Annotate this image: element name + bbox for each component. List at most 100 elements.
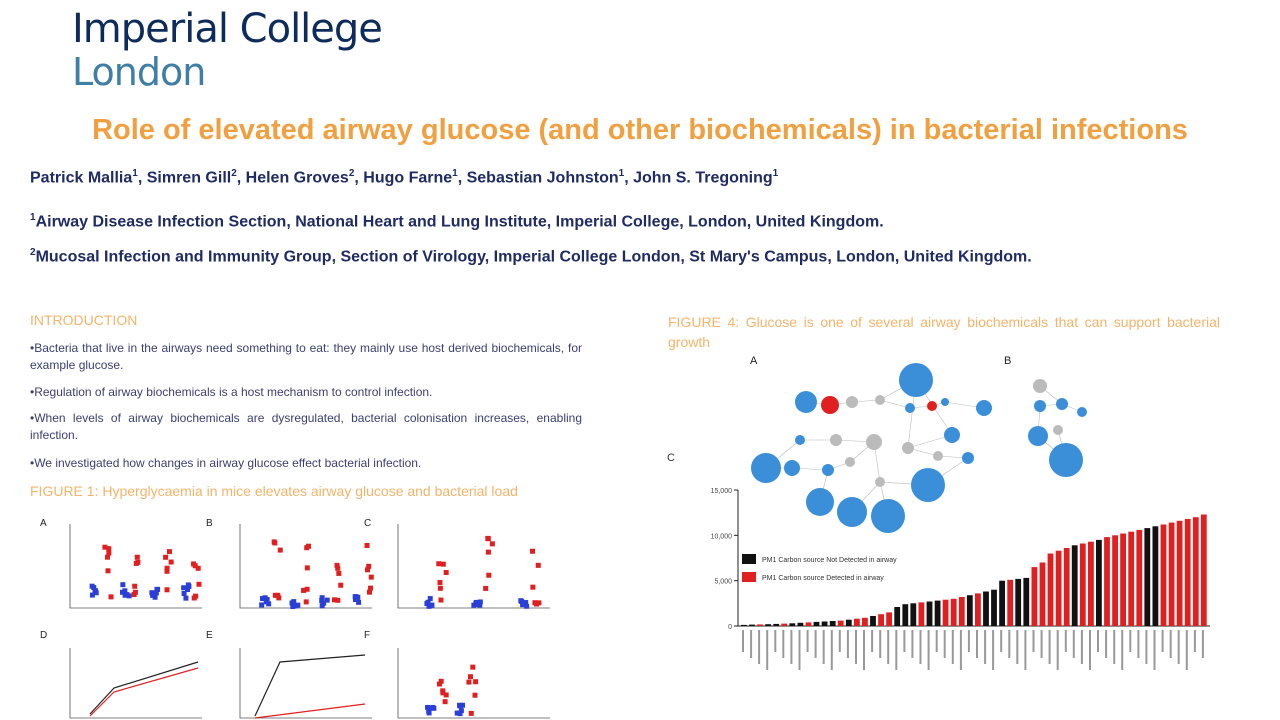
intro-bullet-1: •Bacteria that live in the airways need …: [30, 341, 582, 372]
author-name: Hugo Farne: [363, 169, 453, 187]
bar: [910, 603, 917, 626]
data-point: [457, 711, 463, 717]
data-point: [319, 595, 325, 601]
figure4-network: A B: [750, 355, 1087, 533]
network-node: [905, 403, 915, 413]
data-point: [483, 585, 489, 591]
data-point: [181, 585, 187, 591]
data-point: [324, 597, 330, 603]
data-point: [153, 590, 159, 596]
data-point: [120, 582, 126, 588]
data-point: [530, 584, 536, 590]
network-node: [784, 460, 800, 476]
data-point: [266, 601, 272, 607]
data-point: [319, 597, 325, 603]
x-tick-label: [1032, 630, 1035, 652]
network-node: [911, 468, 945, 502]
data-point: [524, 603, 530, 609]
data-point: [365, 567, 371, 573]
intro-bullet-3: •When levels of airway biochemicals are …: [30, 411, 582, 442]
data-point: [485, 536, 491, 542]
author-name: John S. Tregoning: [633, 169, 773, 187]
fig4-panel-a-label: A: [750, 355, 758, 367]
bar: [1168, 522, 1175, 626]
data-point: [276, 595, 282, 601]
bar: [1063, 548, 1070, 626]
network-node: [866, 434, 882, 450]
panel-e-axes: [239, 648, 372, 719]
data-point: [105, 568, 111, 574]
bar: [1160, 524, 1167, 626]
data-point: [364, 542, 370, 548]
author-affiliation-mark: 1: [618, 168, 625, 179]
bar: [1015, 578, 1022, 626]
bar: [1039, 562, 1046, 626]
data-point: [154, 586, 160, 592]
panel-a-axes: [69, 524, 202, 609]
x-tick-label: [1000, 630, 1003, 652]
bar: [1047, 553, 1054, 626]
bar: [1079, 543, 1086, 626]
data-point: [438, 597, 444, 603]
data-point: [186, 583, 192, 589]
bar: [983, 591, 989, 626]
introduction-heading: INTRODUCTION: [30, 312, 138, 328]
data-point: [196, 581, 202, 587]
y-tick-label: 15,000: [711, 488, 733, 495]
data-point: [523, 600, 529, 606]
x-tick-label: [766, 630, 769, 670]
data-point: [436, 681, 442, 687]
data-point: [102, 544, 108, 550]
bar: [991, 589, 997, 626]
x-tick-label: [879, 630, 882, 658]
x-tick-label: [1056, 630, 1059, 670]
data-point: [356, 599, 362, 605]
x-tick-label: [1169, 630, 1172, 658]
author-affiliation-mark: 1: [452, 168, 458, 179]
bar: [797, 622, 804, 626]
data-point: [290, 603, 296, 609]
x-tick-label: [1161, 630, 1164, 652]
bar: [813, 621, 820, 626]
data-point: [438, 678, 444, 684]
poster-title: Role of elevated airway glucose (and oth…: [92, 114, 1188, 146]
bar: [1071, 545, 1078, 626]
bar: [934, 600, 941, 626]
bar: [926, 601, 933, 626]
data-point: [320, 600, 326, 606]
network-node: [875, 395, 885, 405]
bar: [870, 616, 876, 626]
bar: [1088, 541, 1094, 626]
bar: [854, 618, 860, 626]
bar: [1152, 526, 1159, 626]
data-point: [260, 596, 266, 602]
legend-swatch: [742, 554, 756, 564]
x-tick-label: [967, 630, 970, 652]
figure4-caption: FIGURE 4: Glucose is one of several airw…: [668, 314, 1220, 350]
data-point: [150, 592, 156, 598]
data-point: [442, 699, 448, 705]
data-point: [443, 570, 449, 576]
data-point: [477, 602, 483, 608]
y-tick-label: 10,000: [711, 533, 733, 540]
network-node: [941, 398, 949, 406]
bar: [862, 617, 868, 626]
data-point: [335, 565, 341, 571]
data-point: [132, 583, 138, 589]
x-tick-label: [935, 630, 938, 652]
bar: [1096, 539, 1102, 626]
x-tick-label: [822, 630, 825, 664]
network-node: [1028, 426, 1048, 446]
network-node: [1034, 400, 1046, 412]
bar: [878, 614, 884, 626]
x-tick-label: [943, 630, 946, 658]
author-list: Patrick Mallia1, Simren Gill2, Helen Gro…: [30, 168, 779, 187]
data-point: [470, 664, 476, 670]
bar: [1055, 550, 1062, 626]
bar: [942, 599, 949, 626]
x-tick-label: [927, 630, 930, 670]
data-point: [164, 568, 170, 574]
data-point: [191, 595, 197, 601]
data-point: [181, 590, 187, 596]
x-tick-label: [855, 630, 857, 664]
